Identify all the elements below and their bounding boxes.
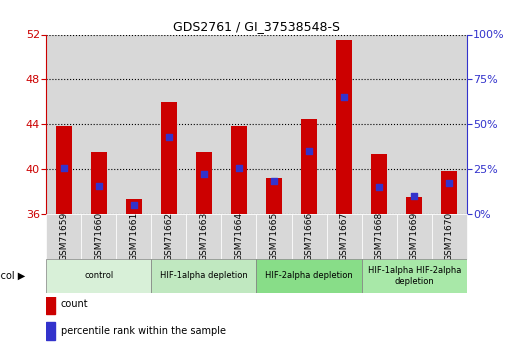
Bar — [116, 34, 151, 214]
Point — [410, 193, 418, 199]
FancyBboxPatch shape — [432, 214, 467, 259]
Bar — [56, 127, 72, 214]
FancyBboxPatch shape — [151, 259, 256, 293]
Bar — [432, 34, 467, 214]
Bar — [46, 34, 81, 214]
Text: HIF-1alpha HIF-2alpha
depletion: HIF-1alpha HIF-2alpha depletion — [367, 266, 461, 286]
FancyBboxPatch shape — [256, 259, 362, 293]
Point — [235, 165, 243, 171]
Point — [165, 134, 173, 139]
Bar — [336, 40, 352, 214]
FancyBboxPatch shape — [81, 214, 116, 259]
Bar — [91, 152, 107, 214]
Text: GSM71665: GSM71665 — [269, 212, 279, 261]
Text: GSM71662: GSM71662 — [164, 212, 173, 261]
Bar — [397, 34, 432, 214]
Bar — [266, 178, 282, 214]
Title: GDS2761 / GI_37538548-S: GDS2761 / GI_37538548-S — [173, 20, 340, 33]
Text: GSM71661: GSM71661 — [129, 212, 139, 261]
Bar — [301, 119, 317, 214]
FancyBboxPatch shape — [362, 214, 397, 259]
Point — [375, 184, 383, 190]
FancyBboxPatch shape — [116, 214, 151, 259]
Bar — [222, 34, 256, 214]
FancyBboxPatch shape — [151, 214, 186, 259]
Point — [60, 165, 68, 171]
Text: HIF-2alpha depletion: HIF-2alpha depletion — [265, 272, 353, 280]
FancyBboxPatch shape — [327, 214, 362, 259]
Text: GSM71668: GSM71668 — [374, 212, 384, 261]
FancyBboxPatch shape — [291, 214, 327, 259]
Point — [200, 172, 208, 177]
Text: GSM71669: GSM71669 — [410, 212, 419, 261]
Bar — [256, 34, 291, 214]
Point — [94, 183, 103, 189]
Text: GSM71663: GSM71663 — [200, 212, 208, 261]
Text: HIF-1alpha depletion: HIF-1alpha depletion — [160, 272, 248, 280]
FancyBboxPatch shape — [222, 214, 256, 259]
Text: GSM71659: GSM71659 — [59, 212, 68, 261]
Point — [270, 178, 278, 184]
FancyBboxPatch shape — [397, 214, 432, 259]
Point — [445, 180, 453, 185]
FancyBboxPatch shape — [256, 214, 291, 259]
Text: protocol ▶: protocol ▶ — [0, 271, 25, 281]
Bar — [81, 34, 116, 214]
Bar — [186, 34, 222, 214]
Text: count: count — [61, 299, 89, 309]
Text: GSM71660: GSM71660 — [94, 212, 103, 261]
Bar — [327, 34, 362, 214]
Bar — [231, 127, 247, 214]
FancyBboxPatch shape — [362, 259, 467, 293]
Bar — [441, 171, 457, 214]
Bar — [196, 152, 212, 214]
Point — [130, 202, 138, 208]
Text: GSM71667: GSM71667 — [340, 212, 349, 261]
Bar — [151, 34, 186, 214]
Bar — [126, 199, 142, 214]
Text: control: control — [84, 272, 113, 280]
Bar — [371, 155, 387, 214]
Text: GSM71666: GSM71666 — [305, 212, 313, 261]
Bar — [161, 102, 177, 214]
Bar — [291, 34, 327, 214]
Point — [340, 95, 348, 100]
FancyBboxPatch shape — [46, 214, 81, 259]
Point — [305, 148, 313, 154]
Text: GSM71664: GSM71664 — [234, 212, 244, 261]
Text: percentile rank within the sample: percentile rank within the sample — [61, 326, 226, 336]
Text: GSM71670: GSM71670 — [445, 212, 454, 261]
Bar — [362, 34, 397, 214]
FancyBboxPatch shape — [46, 259, 151, 293]
Bar — [406, 197, 422, 214]
Bar — [46, 322, 55, 340]
Bar — [46, 295, 55, 314]
FancyBboxPatch shape — [186, 214, 222, 259]
